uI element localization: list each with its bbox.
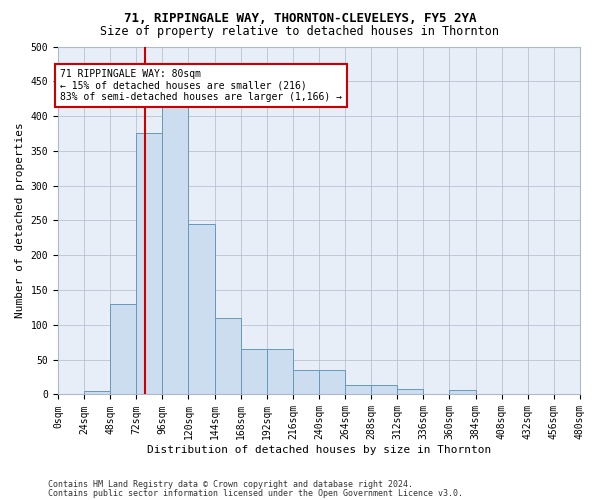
- Bar: [110, 304, 136, 394]
- Bar: [241, 349, 267, 395]
- Bar: [345, 386, 371, 394]
- Bar: [136, 134, 163, 394]
- Bar: [215, 318, 241, 394]
- Bar: [293, 370, 319, 394]
- Text: 71, RIPPINGALE WAY, THORNTON-CLEVELEYS, FY5 2YA: 71, RIPPINGALE WAY, THORNTON-CLEVELEYS, …: [124, 12, 476, 26]
- Y-axis label: Number of detached properties: Number of detached properties: [15, 122, 25, 318]
- Text: Contains public sector information licensed under the Open Government Licence v3: Contains public sector information licen…: [48, 489, 463, 498]
- Bar: [397, 389, 424, 394]
- Bar: [267, 349, 293, 395]
- Text: Size of property relative to detached houses in Thornton: Size of property relative to detached ho…: [101, 25, 499, 38]
- X-axis label: Distribution of detached houses by size in Thornton: Distribution of detached houses by size …: [147, 445, 491, 455]
- Bar: [163, 106, 188, 395]
- Bar: [449, 390, 476, 394]
- Text: 71 RIPPINGALE WAY: 80sqm
← 15% of detached houses are smaller (216)
83% of semi-: 71 RIPPINGALE WAY: 80sqm ← 15% of detach…: [60, 69, 342, 102]
- Bar: [319, 370, 345, 394]
- Bar: [84, 391, 110, 394]
- Bar: [188, 224, 215, 394]
- Text: Contains HM Land Registry data © Crown copyright and database right 2024.: Contains HM Land Registry data © Crown c…: [48, 480, 413, 489]
- Bar: [371, 386, 397, 394]
